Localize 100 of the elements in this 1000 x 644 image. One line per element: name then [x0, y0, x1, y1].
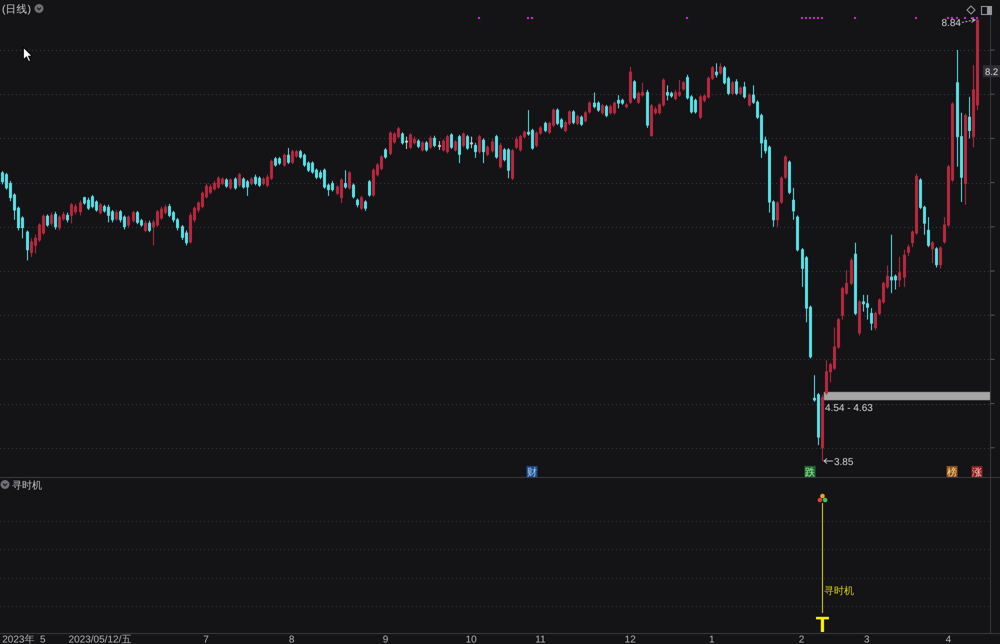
candlestick: [748, 92, 751, 108]
candlestick: [650, 103, 653, 138]
candlestick: [274, 156, 277, 168]
candlestick: [588, 100, 591, 114]
candlestick: [544, 121, 547, 133]
annotation: 3.85: [834, 457, 854, 468]
candlestick: [340, 178, 343, 204]
candlestick: [576, 114, 579, 126]
candlestick: [213, 180, 216, 192]
candlestick: [478, 134, 481, 154]
candlestick: [462, 132, 465, 148]
candlestick: [352, 182, 355, 200]
annotation: 8.2: [985, 66, 998, 78]
candlestick: [735, 78, 738, 96]
candlestick: [258, 176, 261, 188]
candlestick: [519, 134, 522, 152]
candlestick: [854, 242, 857, 316]
candlestick: [46, 214, 49, 228]
candlestick: [678, 80, 681, 98]
candlestick: [389, 130, 392, 156]
candlestick: [743, 81, 746, 100]
candlestick: [250, 176, 253, 186]
candlestick: [633, 80, 636, 100]
candlestick: [221, 176, 224, 186]
candlestick: [898, 256, 901, 288]
candlestick: [666, 84, 669, 101]
candlestick: [417, 138, 420, 149]
candlestick: [225, 178, 228, 188]
candlestick: [593, 92, 596, 109]
candlestick: [433, 135, 436, 148]
text: 寻时机: [12, 480, 42, 492]
candlestick: [776, 200, 779, 228]
candlestick: [584, 110, 587, 124]
candlestick: [331, 180, 334, 192]
candlestick: [144, 220, 147, 233]
text: 寻时机: [824, 585, 854, 597]
candlestick: [26, 230, 29, 261]
candlestick: [91, 194, 94, 209]
candlestick: [474, 142, 477, 158]
text: 财: [527, 466, 537, 478]
candlestick: [890, 234, 893, 294]
candlestick: [780, 176, 783, 204]
candlestick: [115, 210, 118, 222]
candlestick: [450, 132, 453, 150]
candlestick: [66, 212, 69, 223]
candlestick: [694, 98, 697, 114]
candlestick: [609, 104, 612, 116]
candlestick: [739, 86, 742, 96]
candlestick: [788, 160, 791, 195]
candlestick: [132, 210, 135, 223]
band-label: 4.54 - 4.63: [825, 403, 874, 414]
candlestick: [482, 138, 485, 164]
candlestick: [629, 66, 632, 104]
candlestick: [107, 204, 110, 223]
candlestick: [870, 308, 873, 331]
x-tick-label: 7: [203, 634, 210, 644]
x-tick-label: 9: [382, 634, 389, 644]
candlestick: [54, 211, 57, 230]
candlestick: [796, 214, 799, 252]
candlestick: [580, 114, 583, 127]
candlestick: [262, 176, 265, 186]
candlestick: [486, 144, 489, 157]
candlestick: [405, 136, 408, 150]
candlestick: [601, 103, 604, 116]
candlestick: [821, 394, 824, 462]
candlestick: [792, 187, 795, 220]
candlestick: [495, 134, 498, 160]
candlestick: [682, 80, 685, 92]
text: 榜: [947, 466, 957, 478]
x-tick-label: 2023/05/12/五: [68, 634, 132, 644]
candlestick: [254, 174, 257, 186]
candlestick: [617, 94, 620, 109]
candlestick: [511, 148, 514, 180]
candlestick: [927, 216, 930, 248]
annotation: 8.84: [941, 18, 962, 29]
candlestick: [413, 136, 416, 146]
x-tick-label: 1: [709, 634, 716, 644]
candlestick: [731, 80, 734, 96]
candlestick: [613, 100, 616, 116]
x-tick-label: 2023年: [2, 634, 34, 644]
candlestick: [368, 179, 371, 198]
candlestick: [866, 294, 869, 320]
candlestick: [136, 210, 139, 225]
candlestick: [70, 202, 73, 224]
candlestick: [625, 102, 628, 109]
text: 涨: [972, 466, 982, 478]
candlestick: [287, 148, 290, 165]
candlestick: [278, 156, 281, 166]
x-tick-label: 11: [535, 634, 546, 644]
candlestick: [99, 202, 102, 215]
candlestick: [58, 214, 61, 231]
candlestick: [454, 140, 457, 152]
x-tick-label: 12: [624, 634, 636, 644]
candlestick: [466, 134, 469, 150]
candlestick: [931, 240, 934, 264]
candlestick: [429, 135, 432, 150]
candlestick: [283, 152, 286, 168]
candlestick: [238, 172, 241, 188]
candlestick: [556, 108, 559, 126]
text: T: [816, 612, 830, 637]
